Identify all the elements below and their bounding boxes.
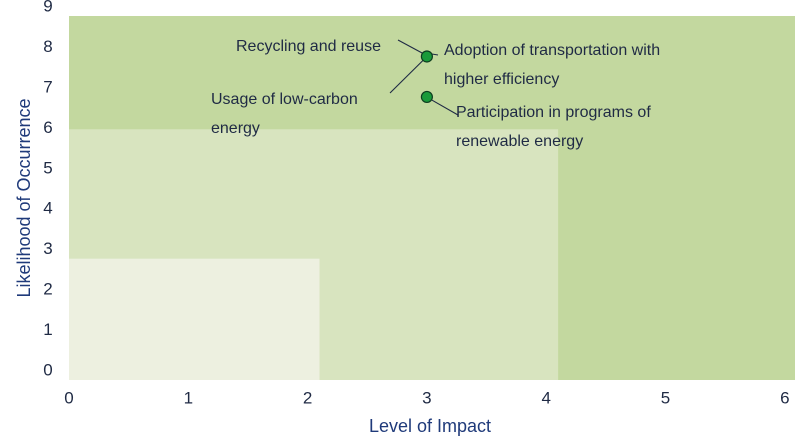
x-tick-label-5: 5 <box>661 388 670 407</box>
point-annotations: Recycling and reuse Adoption of transport… <box>211 38 660 150</box>
y-tick-label-5: 5 <box>43 158 52 177</box>
y-tick-label-7: 7 <box>43 77 52 96</box>
x-tick-label-3: 3 <box>422 388 431 407</box>
annotation-2-line-2: higher efficiency <box>444 71 559 88</box>
y-tick-label-8: 8 <box>43 37 52 56</box>
y-tick-label-3: 3 <box>43 239 52 258</box>
annotation-4-line-2: renewable energy <box>456 133 583 150</box>
annotation-2-line-1: Adoption of transportation with <box>444 42 660 59</box>
x-tick-label-4: 4 <box>541 388 550 407</box>
data-point-1 <box>420 50 433 63</box>
y-tick-label-6: 6 <box>43 118 52 137</box>
x-axis-label: Level of Impact <box>369 416 491 436</box>
leader-line-1 <box>397 39 426 55</box>
annotation-4: Participation in programs of renewable en… <box>456 104 651 150</box>
x-tick-label-1: 1 <box>184 388 193 407</box>
annotation-1-line-1: Recycling and reuse <box>236 38 381 55</box>
y-tick-label-9: 9 <box>43 0 52 16</box>
y-tick-labels: 0 1 2 3 4 5 6 7 8 9 <box>43 0 52 379</box>
annotation-1: Recycling and reuse <box>236 38 381 55</box>
x-tick-label-6: 6 <box>780 388 789 407</box>
y-axis-label: Likelihood of Occurrence <box>14 98 34 297</box>
annotation-3-line-2: energy <box>211 120 260 137</box>
low-risk-zone <box>69 258 320 380</box>
y-tick-label-4: 4 <box>43 199 52 218</box>
leader-line-3 <box>389 59 425 94</box>
x-tick-label-0: 0 <box>64 388 73 407</box>
data-point-2 <box>420 90 433 104</box>
y-tick-label-1: 1 <box>43 320 52 339</box>
x-tick-label-2: 2 <box>303 388 312 407</box>
data-points <box>420 50 433 104</box>
y-tick-label-0: 0 <box>43 360 52 379</box>
annotation-leader-lines <box>389 39 459 116</box>
annotation-3-line-1: Usage of low-carbon <box>211 91 358 108</box>
annotation-4-line-1: Participation in programs of <box>456 104 651 121</box>
x-tick-labels: 0 1 2 3 4 5 6 <box>64 388 789 407</box>
y-tick-label-2: 2 <box>43 280 52 299</box>
annotation-2: Adoption of transportation with higher ef… <box>444 42 660 88</box>
background-regions <box>69 16 795 380</box>
annotation-3: Usage of low-carbon energy <box>211 91 358 137</box>
leader-line-4 <box>429 98 459 116</box>
